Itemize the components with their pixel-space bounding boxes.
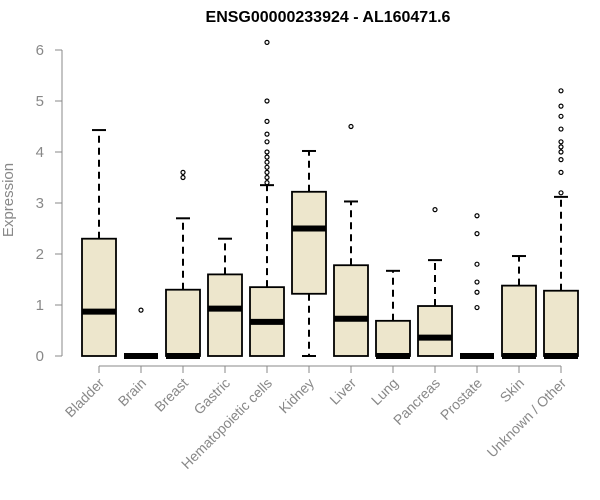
box-lung (375, 269, 411, 359)
box-kidney (291, 149, 327, 357)
outlier-point (264, 169, 270, 175)
outlier-point (264, 149, 270, 155)
y-axis-label: Expression (0, 163, 17, 237)
outlier-point (264, 139, 270, 145)
box-iqr (165, 288, 201, 357)
x-tick-label: Skin (497, 375, 528, 406)
box-bladder (81, 129, 117, 357)
y-tick-label: 2 (36, 246, 44, 263)
y-tick-label: 6 (36, 42, 44, 59)
box-iqr (375, 319, 411, 357)
x-tick-label: Liver (326, 375, 359, 408)
outlier-point (558, 126, 564, 132)
outlier-point (558, 190, 564, 196)
outlier-point (558, 144, 564, 150)
x-tick-label: Prostate (437, 375, 485, 423)
box-unknown-other (543, 88, 579, 359)
outlier-point (180, 174, 186, 181)
outlier-point (264, 39, 270, 45)
outlier-point (558, 103, 564, 109)
outlier-point (348, 123, 354, 130)
box-pancreas (417, 207, 453, 357)
box-iqr (81, 237, 117, 357)
x-tick-label: Kidney (276, 375, 318, 417)
y-tick-label: 4 (36, 144, 44, 161)
y-tick-label: 0 (36, 348, 44, 365)
box-brain (124, 307, 158, 359)
x-tick-label: Breast (151, 375, 191, 415)
outlier-point (264, 118, 270, 125)
outlier-point (432, 207, 438, 213)
outlier-point (558, 149, 564, 155)
outlier-point (264, 154, 270, 160)
x-tick-label: Lung (368, 375, 401, 408)
y-tick-label: 1 (36, 297, 44, 314)
outlier-point (180, 169, 186, 175)
outlier-point (558, 157, 564, 163)
y-tick-label: 3 (36, 195, 44, 212)
box-iqr (417, 305, 453, 357)
outlier-point (264, 180, 270, 186)
y-axis: 0 1 2 3 4 5 6 (36, 42, 63, 365)
box-prostate (460, 213, 494, 359)
box-iqr (291, 190, 327, 295)
box-iqr (501, 284, 537, 357)
outlier-point (264, 164, 270, 170)
outlier-point (474, 213, 480, 219)
outlier-point (264, 174, 270, 181)
box-iqr (543, 289, 579, 357)
outlier-point (558, 139, 564, 145)
outlier-point (474, 304, 480, 311)
box-skin (501, 255, 537, 359)
box-hematopoietic-cells (249, 39, 285, 357)
outlier-point (264, 131, 270, 137)
outlier-point (474, 289, 480, 295)
outlier-point (474, 231, 480, 237)
outlier-point (558, 169, 564, 175)
box-liver (333, 123, 369, 357)
box-iqr (207, 273, 243, 357)
box-group (81, 39, 579, 359)
box-iqr (333, 264, 369, 357)
outlier-point (264, 98, 270, 104)
x-tick-label: Unknown / Other (484, 375, 570, 461)
y-tick-label: 5 (36, 93, 44, 110)
box-breast (165, 169, 201, 359)
outlier-point (474, 261, 480, 267)
box-gastric (207, 237, 243, 357)
x-tick-label: Bladder (62, 375, 108, 421)
outlier-point (558, 113, 564, 119)
x-tick-label: Pancreas (390, 375, 443, 428)
outlier-point (474, 279, 480, 285)
outlier-point (264, 159, 270, 165)
outlier-point (138, 307, 144, 313)
outlier-point (558, 88, 564, 94)
x-tick-label: Brain (115, 375, 149, 409)
chart-title: ENSG00000233924 - AL160471.6 (206, 9, 451, 26)
